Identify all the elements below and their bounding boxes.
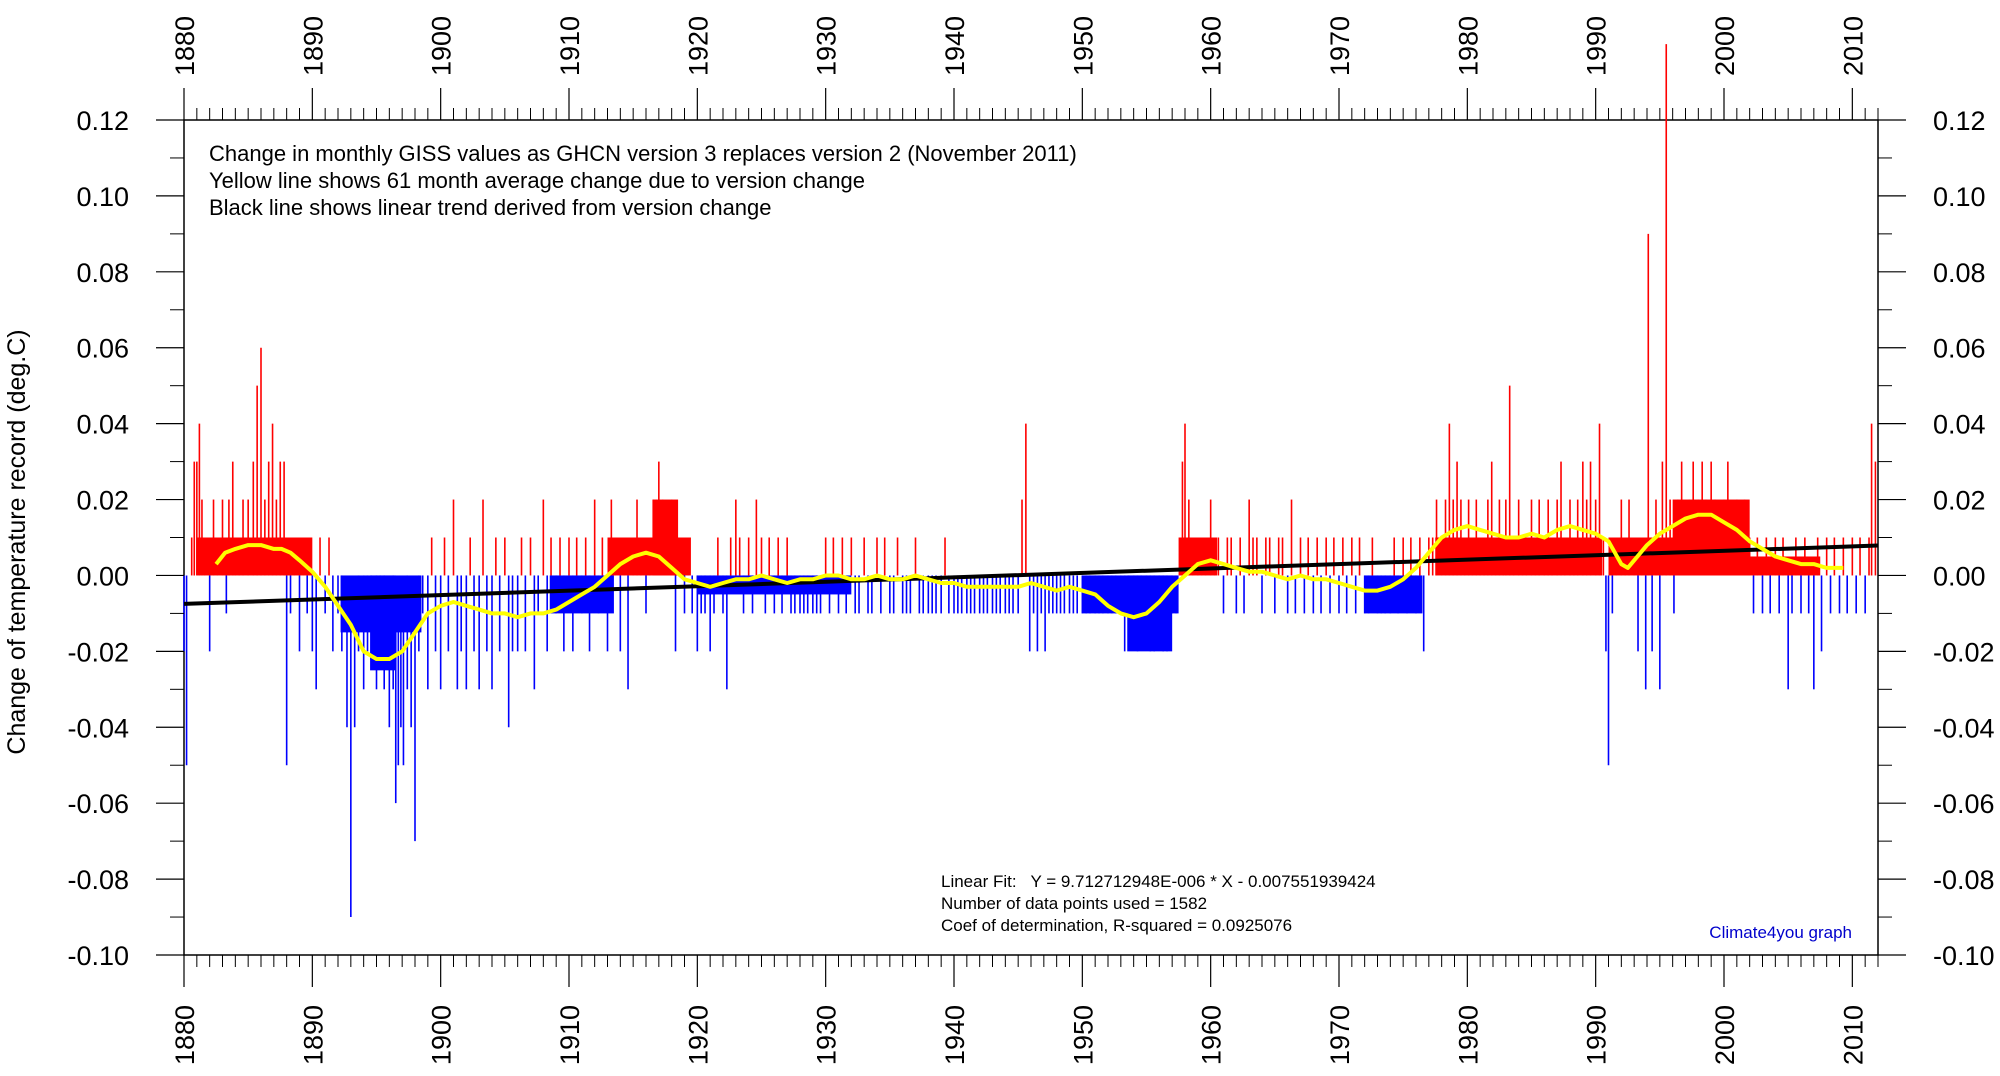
x-tick-label-bottom: 1930 bbox=[812, 1005, 842, 1065]
axes-layer: -0.10 -0.10 -0.08 -0.08 -0.06 -0.06 -0.04 -0.04… bbox=[67, 16, 1994, 1065]
x-tick-label-bottom: 1920 bbox=[683, 1005, 713, 1065]
x-tick-label-bottom: 2010 bbox=[1838, 1005, 1868, 1065]
x-tick-label-top: 1970 bbox=[1325, 16, 1355, 76]
x-tick-label-bottom: 1900 bbox=[427, 1005, 457, 1065]
y-tick-label-right: -0.08 bbox=[1933, 865, 1995, 895]
fit-text-line-1: Linear Fit: Y = 9.712712948E-006 * X - 0… bbox=[941, 872, 1376, 891]
x-tick-label-top: 1990 bbox=[1582, 16, 1612, 76]
y-tick-label-left: -0.04 bbox=[67, 713, 129, 743]
y-tick-label-right: 0.04 bbox=[1933, 410, 1986, 440]
x-tick-label-top: 2010 bbox=[1838, 16, 1868, 76]
band-negative bbox=[1364, 575, 1423, 614]
y-tick-label-right: -0.02 bbox=[1933, 637, 1995, 667]
band-negative bbox=[1127, 575, 1173, 652]
x-tick-label-bottom: 1980 bbox=[1453, 1005, 1483, 1065]
ylabel: Change of temperature record (deg.C) bbox=[3, 329, 31, 754]
x-tick-label-bottom: 1880 bbox=[170, 1005, 200, 1065]
x-tick-label-bottom: 1910 bbox=[555, 1005, 585, 1065]
x-tick-label-bottom: 1890 bbox=[298, 1005, 328, 1065]
y-tick-label-left: 0.12 bbox=[76, 106, 129, 136]
y-tick-label-right: -0.06 bbox=[1933, 789, 1995, 819]
y-tick-label-right: 0.10 bbox=[1933, 182, 1986, 212]
x-tick-label-top: 1880 bbox=[170, 16, 200, 76]
y-tick-label-right: 0.06 bbox=[1933, 334, 1986, 364]
dense-band-layer bbox=[196, 499, 1821, 671]
fit-text-line-2: Number of data points used = 1582 bbox=[941, 894, 1207, 913]
y-tick-label-left: -0.02 bbox=[67, 637, 129, 667]
x-tick-label-top: 1950 bbox=[1068, 16, 1098, 76]
x-tick-label-top: 1910 bbox=[555, 16, 585, 76]
y-tick-label-left: 0.06 bbox=[76, 334, 129, 364]
x-tick-label-bottom: 1960 bbox=[1197, 1005, 1227, 1065]
x-tick-label-top: 1960 bbox=[1197, 16, 1227, 76]
y-tick-label-left: 0.02 bbox=[76, 486, 129, 516]
x-tick-label-top: 1920 bbox=[683, 16, 713, 76]
y-tick-label-right: 0.02 bbox=[1933, 486, 1986, 516]
annotation-line-3: Black line shows linear trend derived fr… bbox=[209, 195, 772, 220]
y-tick-label-left: -0.06 bbox=[67, 789, 129, 819]
x-tick-label-bottom: 1950 bbox=[1068, 1005, 1098, 1065]
fit-text-line-3: Coef of determination, R-squared = 0.092… bbox=[941, 916, 1292, 935]
x-tick-label-bottom: 1970 bbox=[1325, 1005, 1355, 1065]
x-tick-label-top: 2000 bbox=[1710, 16, 1740, 76]
x-tick-label-bottom: 1990 bbox=[1582, 1005, 1612, 1065]
y-tick-label-left: 0.04 bbox=[76, 410, 129, 440]
credit-text: Climate4you graph bbox=[1709, 923, 1852, 942]
x-tick-label-top: 1890 bbox=[298, 16, 328, 76]
y-tick-label-left: -0.10 bbox=[67, 941, 129, 971]
x-tick-label-top: 1940 bbox=[940, 16, 970, 76]
annotation-line-1: Change in monthly GISS values as GHCN ve… bbox=[209, 141, 1077, 166]
x-tick-label-top: 1980 bbox=[1453, 16, 1483, 76]
y-tick-label-right: -0.10 bbox=[1933, 941, 1995, 971]
trend-line bbox=[183, 543, 1879, 606]
y-tick-label-right: -0.04 bbox=[1933, 713, 1995, 743]
y-tick-label-left: 0.00 bbox=[76, 561, 129, 591]
y-tick-label-left: 0.08 bbox=[76, 258, 129, 288]
band-negative bbox=[370, 575, 396, 671]
annotation-line-2: Yellow line shows 61 month average chang… bbox=[209, 168, 865, 193]
y-tick-label-right: 0.12 bbox=[1933, 106, 1986, 136]
band-positive bbox=[607, 537, 691, 576]
y-tick-label-right: 0.08 bbox=[1933, 258, 1986, 288]
y-tick-label-right: 0.00 bbox=[1933, 561, 1986, 591]
x-tick-label-top: 1900 bbox=[427, 16, 457, 76]
y-tick-label-left: 0.10 bbox=[76, 182, 129, 212]
x-tick-label-top: 1930 bbox=[812, 16, 842, 76]
y-tick-label-left: -0.08 bbox=[67, 865, 129, 895]
x-tick-label-bottom: 1940 bbox=[940, 1005, 970, 1065]
average-line bbox=[214, 512, 1844, 661]
x-tick-label-bottom: 2000 bbox=[1710, 1005, 1740, 1065]
